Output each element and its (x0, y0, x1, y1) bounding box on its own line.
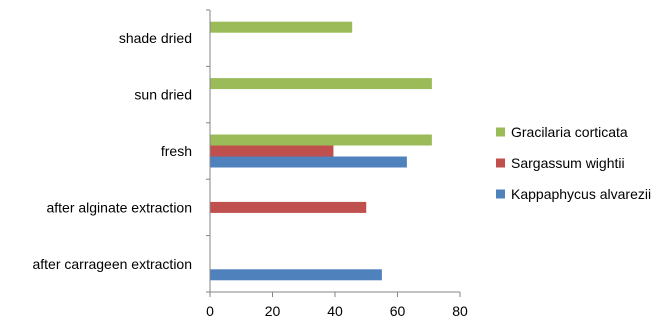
legend-swatch (496, 158, 505, 168)
bar-gracilaria-corticata-3 (210, 78, 432, 90)
legend-label: Kappaphycus alvarezii (511, 186, 651, 202)
category-label: after carrageen extraction (32, 256, 192, 272)
legend: Gracilaria corticata Sargassum wightii Kap… (496, 124, 651, 202)
category-label: sun dried (134, 87, 192, 103)
bar-kappaphycus-alvarezii-0 (210, 269, 382, 281)
category-label: fresh (161, 143, 192, 159)
bar-gracilaria-corticata-4 (210, 21, 353, 33)
bar-sargassum-wightii-2 (210, 145, 334, 157)
legend-label: Gracilaria corticata (511, 124, 628, 140)
legend-label: Sargassum wightii (511, 155, 625, 171)
category-labels: after carrageen extraction after alginate… (32, 30, 192, 272)
x-tick-label: 0 (206, 303, 214, 319)
category-label: after alginate extraction (46, 199, 192, 215)
bar-sargassum-wightii-1 (210, 201, 367, 213)
legend-swatch (496, 127, 505, 137)
bar-gracilaria-corticata-2 (210, 134, 432, 146)
x-tick-label: 20 (265, 303, 281, 319)
x-tick-labels: 0 20 40 60 80 (206, 303, 468, 319)
y-axis-ticks (206, 9, 210, 293)
legend-item-kappaphycus-alvarezii: Kappaphycus alvarezii (496, 186, 651, 202)
bars-layer (210, 21, 432, 281)
x-axis-ticks (209, 292, 461, 297)
bar-kappaphycus-alvarezii-2 (210, 156, 407, 168)
x-tick-label: 40 (327, 303, 343, 319)
category-label: shade dried (119, 30, 192, 46)
legend-item-sargassum-wightii: Sargassum wightii (496, 155, 625, 171)
legend-item-gracilaria-corticata: Gracilaria corticata (496, 124, 628, 140)
legend-swatch (496, 189, 505, 199)
x-tick-label: 80 (452, 303, 468, 319)
x-tick-label: 60 (390, 303, 406, 319)
